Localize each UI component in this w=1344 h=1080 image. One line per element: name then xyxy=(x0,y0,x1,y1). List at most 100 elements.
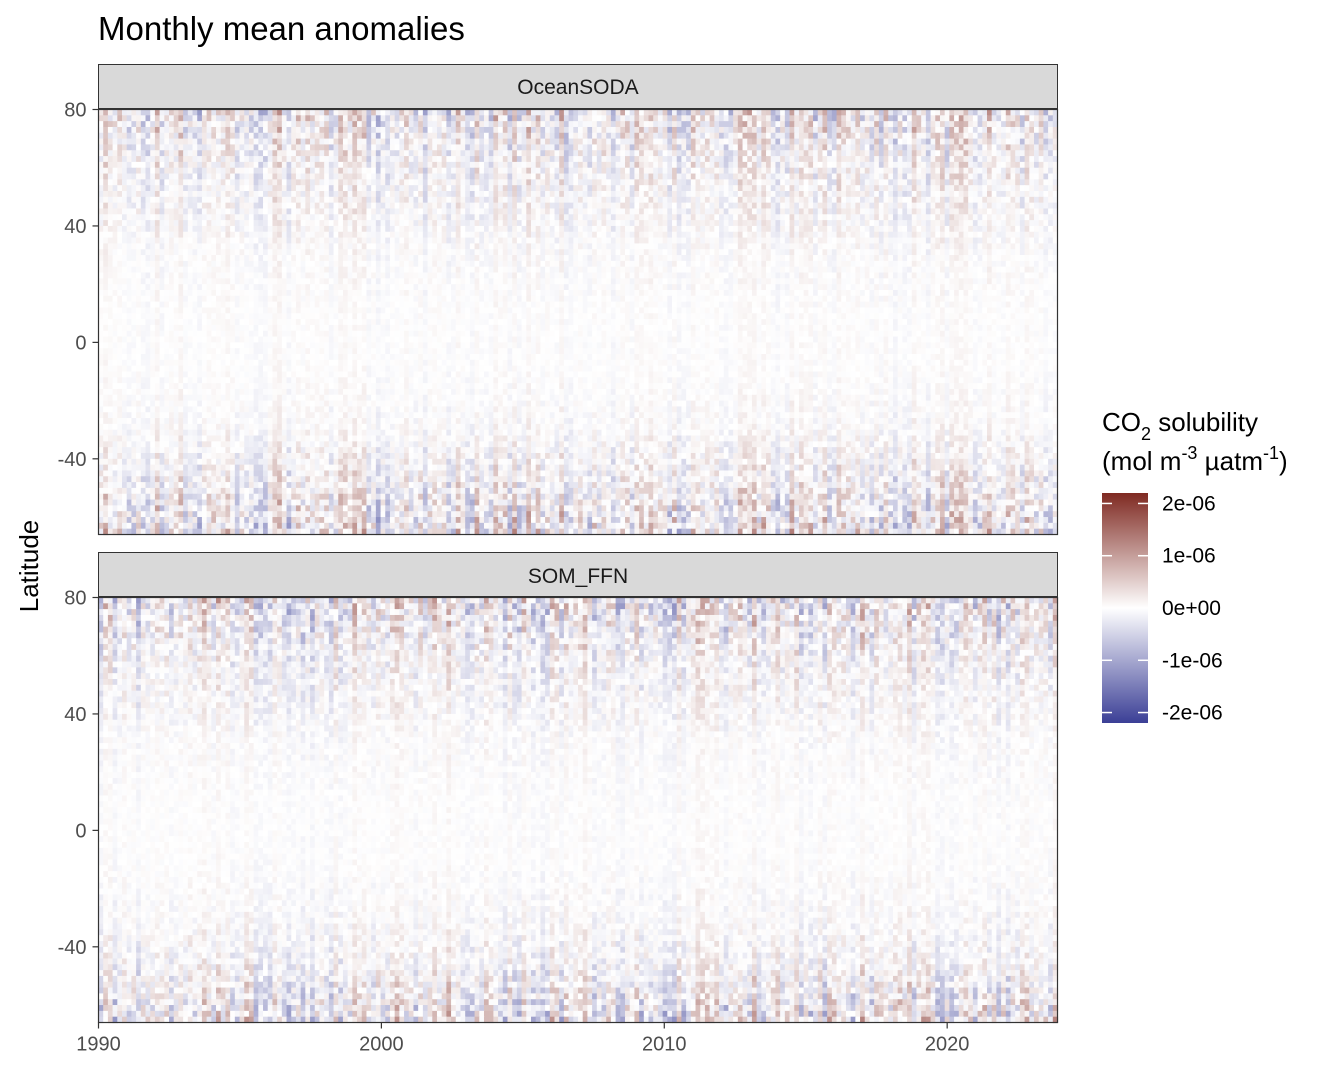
heat-cell xyxy=(610,109,617,116)
heat-cell xyxy=(371,243,377,250)
heat-cell xyxy=(371,150,377,157)
heat-cell xyxy=(413,185,419,192)
heat-cell xyxy=(606,109,612,116)
heat-cell xyxy=(728,167,734,175)
heat-cell xyxy=(907,185,913,192)
heat-cell xyxy=(794,150,800,157)
heat-cell xyxy=(465,237,471,244)
heat-cell xyxy=(488,225,494,233)
heat-cell xyxy=(625,156,631,163)
heat-cell xyxy=(441,185,447,192)
heat-cell xyxy=(653,150,659,157)
heat-cell xyxy=(1015,167,1021,175)
heat-cell xyxy=(234,191,241,198)
heat-cell xyxy=(907,191,913,198)
heat-cell xyxy=(300,144,306,151)
heat-cell xyxy=(192,191,198,198)
heat-cell xyxy=(728,115,734,122)
heat-cell xyxy=(483,115,490,122)
heat-cell xyxy=(234,208,241,215)
heat-cell xyxy=(380,237,386,244)
heat-cell xyxy=(512,150,518,157)
heat-cell xyxy=(662,179,668,186)
heat-cell xyxy=(639,126,645,134)
heat-cell xyxy=(432,161,438,169)
heat-cell xyxy=(159,220,165,227)
heat-cell xyxy=(737,231,744,239)
heat-cell xyxy=(733,144,739,151)
heat-cell xyxy=(131,109,137,116)
heat-cell xyxy=(841,144,847,151)
heat-cell xyxy=(921,150,927,157)
heat-cell xyxy=(216,161,222,169)
heat-cell xyxy=(455,208,462,215)
heat-cell xyxy=(455,220,462,227)
heat-cell xyxy=(216,231,222,239)
heat-cell xyxy=(427,132,433,140)
heat-cell xyxy=(672,214,678,221)
heat-cell xyxy=(700,150,706,157)
heat-cell xyxy=(756,132,762,140)
heat-cell xyxy=(211,138,217,146)
heat-cell xyxy=(723,185,730,192)
heat-cell xyxy=(615,156,621,163)
heat-cell xyxy=(211,161,217,169)
heat-cell xyxy=(986,196,993,204)
heat-cell xyxy=(775,150,781,157)
heat-cell xyxy=(436,138,443,146)
heat-cell xyxy=(1038,132,1044,140)
heat-cell xyxy=(389,138,396,146)
heat-cell xyxy=(502,214,509,221)
heat-cell xyxy=(676,126,683,134)
heat-cell xyxy=(211,220,217,227)
heat-cell xyxy=(488,132,494,140)
heat-cell xyxy=(192,126,198,134)
heat-cell xyxy=(211,156,217,163)
heat-cell xyxy=(324,249,330,256)
heat-cell xyxy=(925,179,932,186)
heat-cell xyxy=(366,167,372,175)
heat-cell xyxy=(592,161,598,169)
heat-cell xyxy=(925,121,932,128)
heat-cell xyxy=(436,179,443,186)
heat-cell xyxy=(333,109,339,116)
heat-cell xyxy=(653,132,659,140)
heat-cell xyxy=(375,156,382,163)
heat-cell xyxy=(747,115,753,122)
heat-cell xyxy=(107,202,114,210)
heat-cell xyxy=(521,138,527,146)
heat-cell xyxy=(455,132,462,140)
heat-cell xyxy=(258,167,264,175)
heat-cell xyxy=(103,173,109,180)
heat-cell xyxy=(925,138,932,146)
heat-cell xyxy=(267,138,274,146)
heat-cell xyxy=(676,138,683,146)
heat-cell xyxy=(427,121,433,128)
heat-cell xyxy=(169,173,175,180)
heat-cell xyxy=(963,167,969,175)
heat-cell xyxy=(277,126,283,134)
heat-cell xyxy=(911,196,918,204)
heat-cell xyxy=(719,225,725,233)
heat-cell xyxy=(972,220,979,227)
heat-cell xyxy=(949,231,955,239)
heat-cell xyxy=(140,173,147,180)
heat-cell xyxy=(211,231,217,239)
heat-cell xyxy=(216,132,222,140)
heat-cell xyxy=(968,237,974,244)
heat-cell xyxy=(342,214,349,221)
heat-cell xyxy=(766,191,772,198)
heat-cell xyxy=(375,150,382,157)
heat-cell xyxy=(672,185,678,192)
heat-cell xyxy=(709,161,715,169)
heat-cell xyxy=(408,109,415,116)
heat-cell xyxy=(357,173,363,180)
heat-cell xyxy=(864,179,871,186)
heat-cell xyxy=(512,156,518,163)
heat-cell xyxy=(136,173,142,180)
heat-cell xyxy=(474,196,480,204)
heat-cell xyxy=(103,208,109,215)
heat-cell xyxy=(107,196,114,204)
heat-cell xyxy=(347,109,353,116)
heat-cell xyxy=(371,115,377,122)
